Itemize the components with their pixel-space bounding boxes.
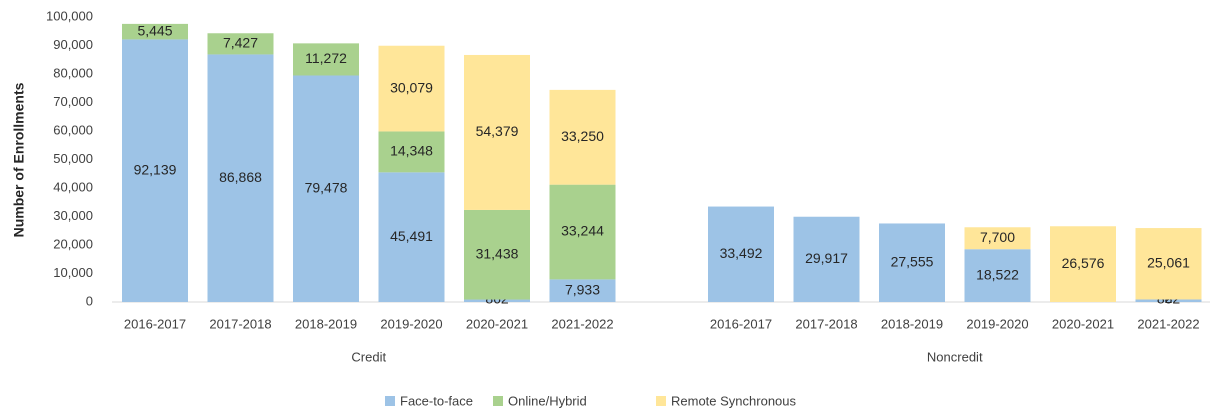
y-tick-label: 50,000 [53,151,93,166]
data-label: 26,576 [1062,255,1105,271]
legend-swatch [493,396,503,406]
legend-label: Remote Synchronous [671,393,797,408]
x-tick-label: 2021-2022 [551,316,613,331]
bar-segment [964,249,1031,302]
y-tick-label: 70,000 [53,94,93,109]
y-tick-label: 0 [86,293,93,308]
bar-segment [293,43,359,76]
bar-segment [122,39,188,303]
y-tick-label: 40,000 [53,179,93,194]
legend-swatch [385,396,395,406]
x-tick-label: 2017-2018 [209,316,271,331]
bar-segment [549,184,616,280]
bar-segment [122,23,188,40]
bar-segment [964,227,1031,250]
data-label: 31,438 [476,245,519,261]
data-label: 86,868 [219,169,262,185]
data-label: 30,079 [390,79,433,95]
bar-segment [549,279,616,302]
data-label: 29,917 [805,250,848,266]
x-tick-label: 2018-2019 [295,316,357,331]
data-label: 11,272 [305,50,347,66]
data-label: 33,244 [561,223,604,239]
x-tick-label: 2018-2019 [881,316,943,331]
y-tick-label: 30,000 [53,208,93,223]
data-label: 79,478 [305,179,348,195]
data-label: 14,348 [390,143,433,159]
y-tick-label: 10,000 [53,265,93,280]
x-tick-label: 2020-2021 [466,316,528,331]
data-label: 5,445 [137,22,172,38]
bar-segment [879,223,945,302]
legend-swatch [656,396,666,406]
group-label: Noncredit [927,349,983,364]
bar-segment [464,299,530,302]
y-axis-title: Number of Enrollments [11,82,27,237]
y-tick-label: 100,000 [46,8,93,23]
bar-segment [207,33,274,55]
x-tick-label: 2019-2020 [966,316,1028,331]
bar-segment [464,209,530,300]
bar-segment [378,172,445,302]
data-label: 92,139 [134,161,177,177]
x-tick-label: 2021-2022 [1137,316,1199,331]
data-label: 54,379 [476,123,519,139]
x-tick-label: 2016-2017 [710,316,772,331]
bar-segment [378,45,445,132]
y-tick-label: 60,000 [53,122,93,137]
y-tick-label: 20,000 [53,236,93,251]
x-tick-label: 2019-2020 [380,316,442,331]
legend-label: Face-to-face [400,393,473,408]
data-label: 45,491 [390,228,433,244]
group-label: Credit [351,349,386,364]
x-tick-label: 2016-2017 [124,316,186,331]
bar-segment [464,54,530,210]
bar-segment [708,206,774,302]
x-tick-label: 2020-2021 [1052,316,1114,331]
data-label: 27,555 [891,253,934,269]
data-label: 7,700 [980,229,1015,245]
x-tick-label: 2017-2018 [795,316,857,331]
y-tick-label: 90,000 [53,37,93,52]
legend-label: Online/Hybrid [508,393,587,408]
y-tick-label: 80,000 [53,65,93,80]
data-label: 7,427 [223,35,258,51]
data-label: 33,250 [561,128,604,144]
data-label: 33,492 [720,245,763,261]
bar-segment [1135,299,1202,302]
bar-segment [293,75,359,302]
bar-segment [1050,226,1116,302]
bar-segment [549,89,616,185]
bar-segment [793,216,860,302]
bar-segment [378,131,445,173]
bar-segment [1135,228,1202,300]
data-label: 25,061 [1147,254,1190,270]
bar-segment [207,54,274,302]
data-label: 7,933 [565,281,600,297]
data-label: 18,522 [976,266,1019,282]
